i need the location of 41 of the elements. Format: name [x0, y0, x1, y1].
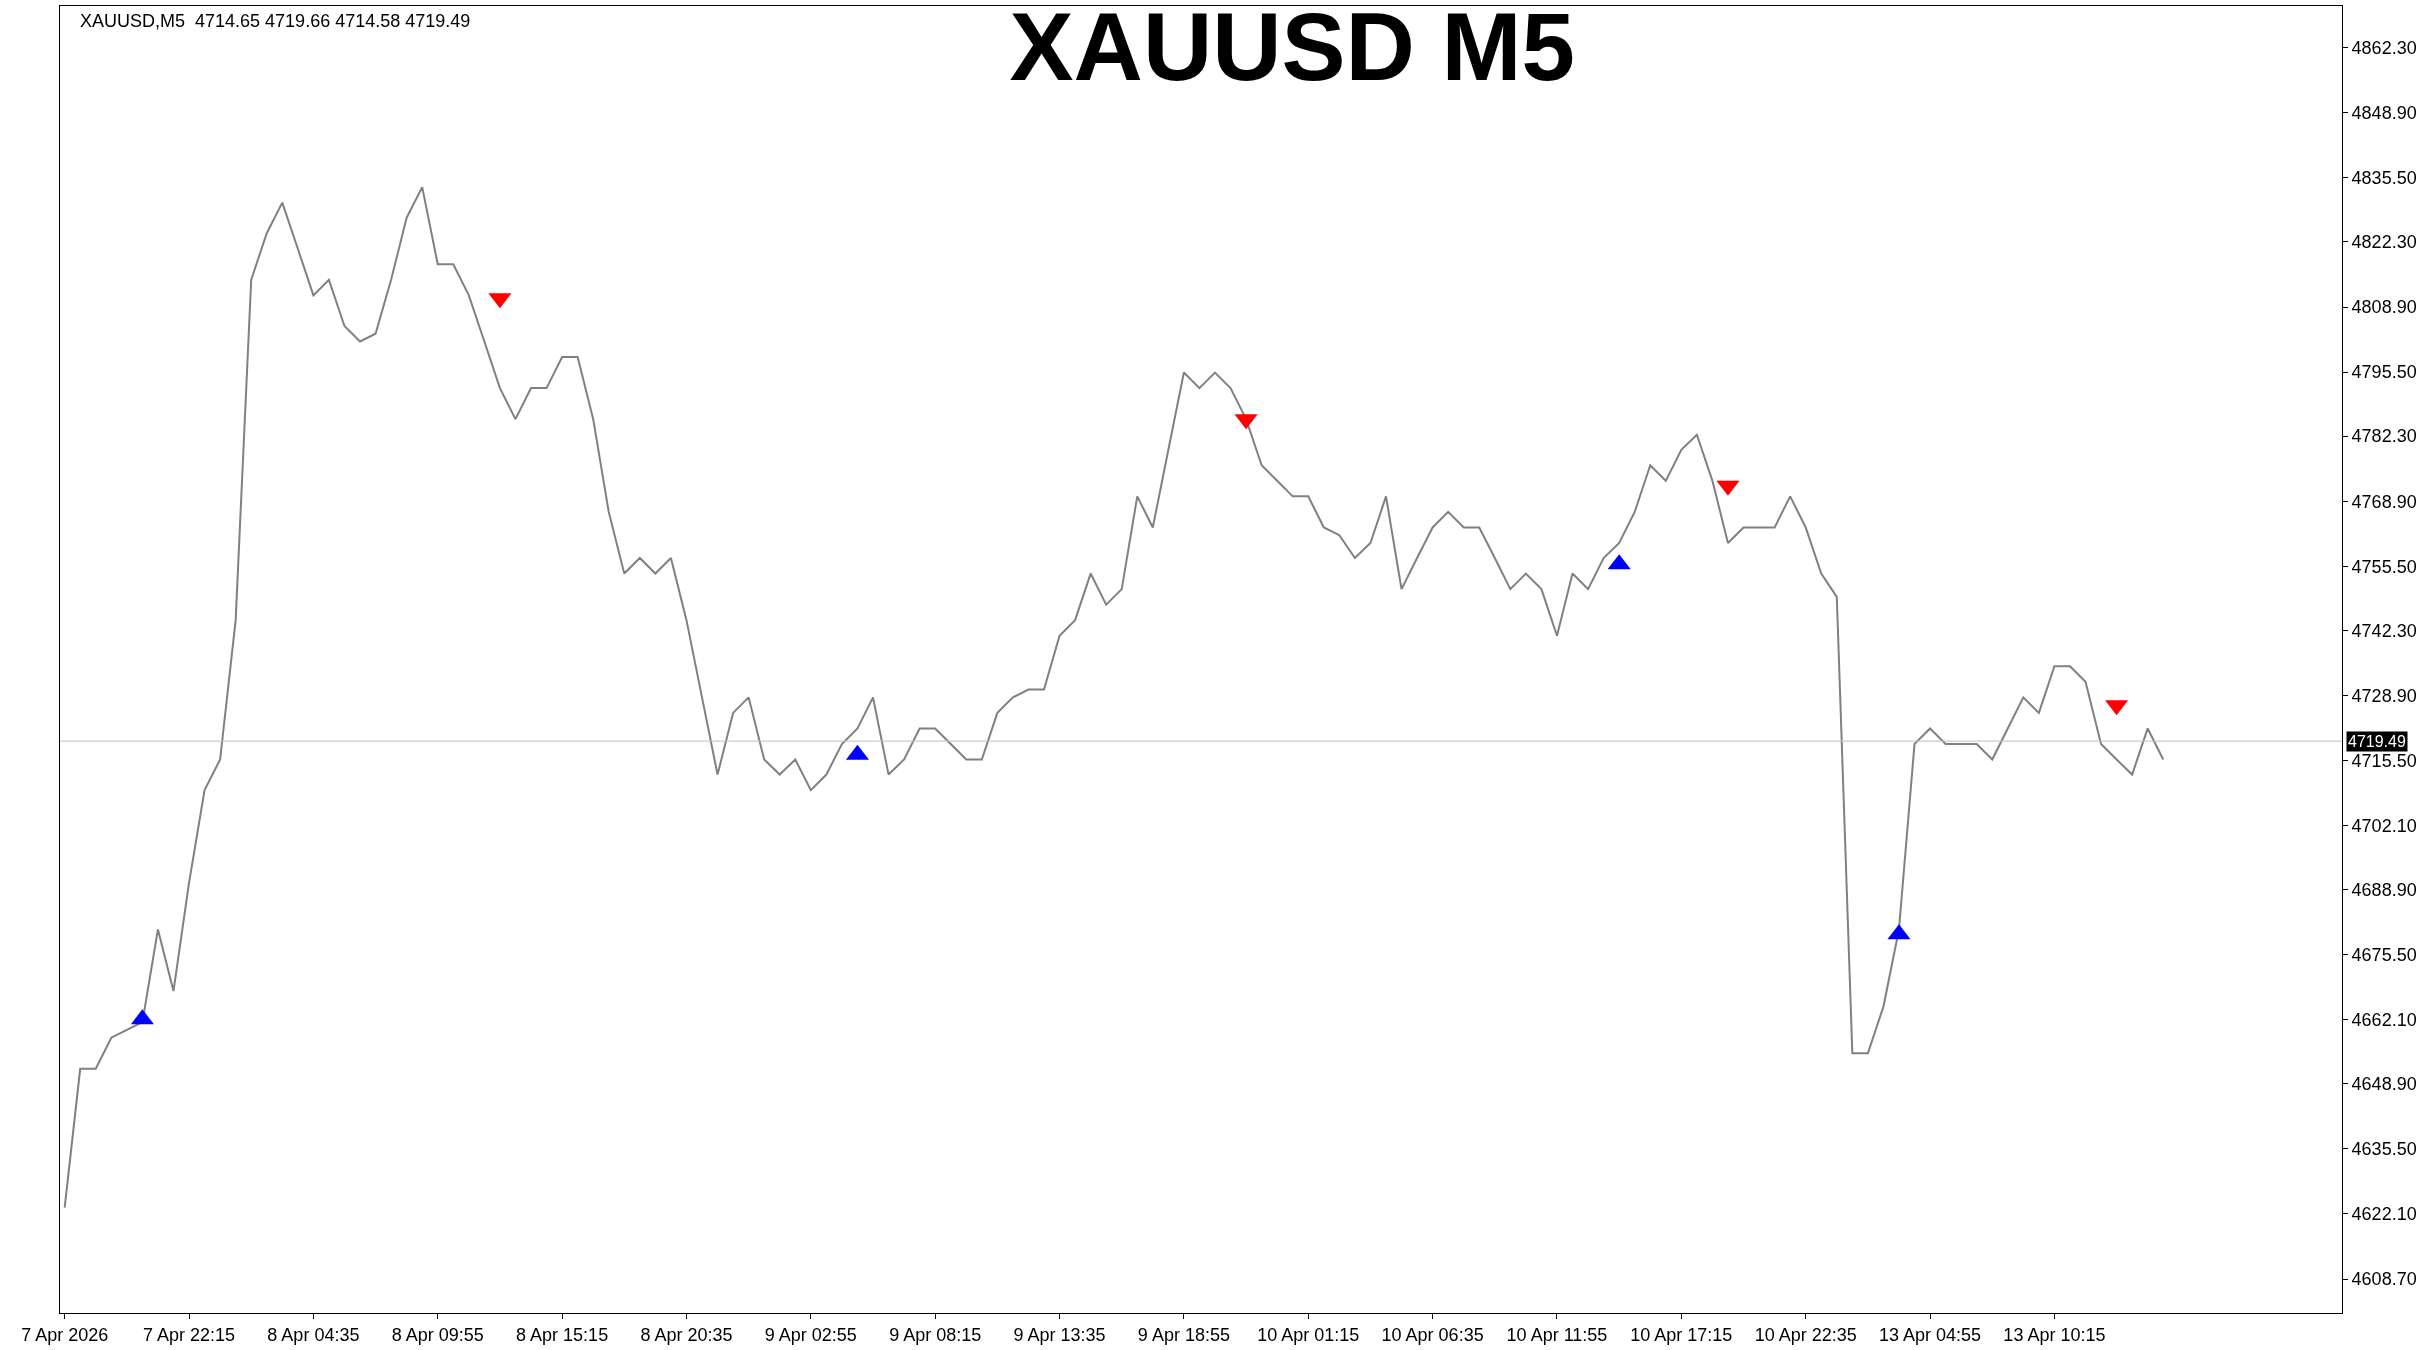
x-tick-label: 10 Apr 22:35: [1754, 1324, 1857, 1345]
x-tick-label: 9 Apr 08:15: [889, 1324, 982, 1345]
y-tick-label: 4715.50: [2351, 750, 2417, 771]
y-tick-label: 4768.90: [2351, 491, 2417, 512]
y-tick-label: 4662.10: [2351, 1010, 2417, 1031]
y-tick-label: 4742.30: [2351, 620, 2417, 641]
y-tick-label: 4635.50: [2351, 1139, 2417, 1160]
y-tick-label: 4755.50: [2351, 556, 2417, 577]
y-tick-label: 4795.50: [2351, 362, 2417, 383]
y-tick-label: 4862.30: [2351, 38, 2417, 59]
x-tick-label: 10 Apr 01:15: [1257, 1324, 1360, 1345]
y-tick-label: 4648.90: [2351, 1074, 2417, 1095]
x-tick-label: 7 Apr 2026: [21, 1324, 109, 1345]
y-tick-label: 4728.90: [2351, 685, 2417, 706]
y-tick-label: 4702.10: [2351, 815, 2417, 836]
annotation: XAUUSD,M5 4714.65 4719.66 4714.58 4719.49: [80, 11, 471, 31]
y-tick-label: 4848.90: [2351, 103, 2417, 124]
x-tick-label: 8 Apr 09:55: [391, 1324, 484, 1345]
x-tick-label: 8 Apr 15:15: [516, 1324, 609, 1345]
y-tick-label: 4675.50: [2351, 944, 2417, 965]
y-tick-label: 4622.10: [2351, 1204, 2417, 1225]
x-tick-label: 10 Apr 11:55: [1506, 1324, 1608, 1345]
x-tick-label: 8 Apr 04:35: [267, 1324, 360, 1345]
x-tick-label: 13 Apr 10:15: [2003, 1324, 2106, 1345]
x-tick-label: 13 Apr 04:55: [1879, 1324, 1982, 1345]
x-tick-label: 10 Apr 06:35: [1381, 1324, 1484, 1345]
x-tick-label: 9 Apr 18:55: [1137, 1324, 1230, 1345]
y-tick-label: 4835.50: [2351, 168, 2417, 189]
x-tick-label: 10 Apr 17:15: [1630, 1324, 1733, 1345]
x-tick-label: 9 Apr 02:55: [764, 1324, 857, 1345]
y-tick-label: 4608.70: [2351, 1269, 2417, 1290]
y-tick-label: 4688.90: [2351, 879, 2417, 900]
x-tick-label: 7 Apr 22:15: [142, 1324, 236, 1345]
x-tick-label: 8 Apr 20:35: [640, 1324, 733, 1345]
line-series: [63, 186, 2165, 1209]
y-tick-label: 4808.90: [2351, 297, 2417, 318]
ref-line-label: 4719.49: [2348, 733, 2406, 750]
x-tick-label: 9 Apr 13:35: [1013, 1324, 1106, 1345]
chart-title: XAUUSD M5: [1009, 0, 1575, 100]
y-tick-label: 4782.30: [2351, 426, 2417, 447]
y-tick-label: 4822.30: [2351, 232, 2417, 253]
